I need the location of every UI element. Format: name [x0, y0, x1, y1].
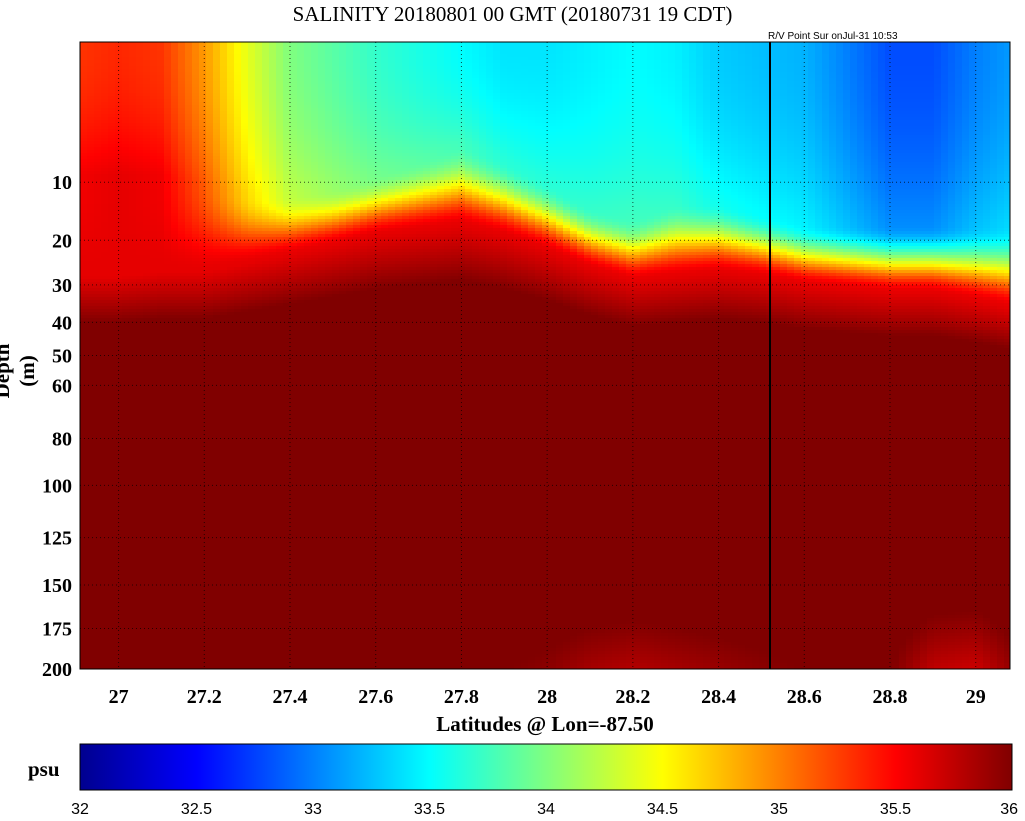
- colorbar-tick-label: 32.5: [181, 801, 212, 818]
- y-tick-label: 60: [52, 375, 72, 397]
- y-tick-label: 100: [42, 475, 72, 497]
- colorbar-ticks: 32 32.5 33 33.5 34 34.5 35 35.5 36: [71, 801, 1018, 818]
- y-tick-label: 150: [42, 575, 72, 597]
- y-tick-label: 20: [52, 230, 72, 252]
- y-tick-label: 200: [42, 659, 72, 681]
- x-tick-label: 27.8: [444, 686, 479, 708]
- colorbar-tick-label: 33.5: [414, 801, 445, 818]
- y-tick-label: 40: [52, 312, 72, 334]
- y-tick-label: 175: [42, 619, 72, 641]
- salinity-heatmap: [80, 42, 1012, 670]
- x-tick-label: 28.8: [873, 686, 908, 708]
- colorbar-tick-label: 32: [71, 801, 89, 818]
- x-tick-label: 28.2: [615, 686, 650, 708]
- y-tick-label: 50: [52, 346, 72, 368]
- x-axis-ticks: 27 27.2 27.4 27.6 27.8 28 28.2 28.4 28.6 28.8 29: [109, 686, 986, 708]
- colorbar-tick-label: 34: [537, 801, 555, 818]
- colorbar-tick-label: 34.5: [647, 801, 678, 818]
- x-tick-label: 28.6: [787, 686, 822, 708]
- colorbar-tick-label: 36: [1000, 801, 1018, 818]
- x-tick-label: 28.4: [701, 686, 736, 708]
- x-tick-label: 29: [966, 686, 986, 708]
- x-tick-label: 27.6: [358, 686, 393, 708]
- y-axis-ticks: 10 20 30 40 50 60 80 100 125 150 175 200: [42, 172, 72, 681]
- y-tick-label: 30: [52, 275, 72, 297]
- colorbar: [80, 744, 1012, 790]
- y-tick-label: 125: [42, 528, 72, 550]
- colorbar-tick-label: 33: [304, 801, 322, 818]
- colorbar-tick-label: 35: [770, 801, 788, 818]
- colorbar-tick-label: 35.5: [880, 801, 911, 818]
- x-tick-label: 28: [537, 686, 557, 708]
- y-tick-label: 80: [52, 429, 72, 451]
- x-tick-label: 27.4: [273, 686, 308, 708]
- y-tick-label: 10: [52, 172, 72, 194]
- x-tick-label: 27: [109, 686, 129, 708]
- x-tick-label: 27.2: [187, 686, 222, 708]
